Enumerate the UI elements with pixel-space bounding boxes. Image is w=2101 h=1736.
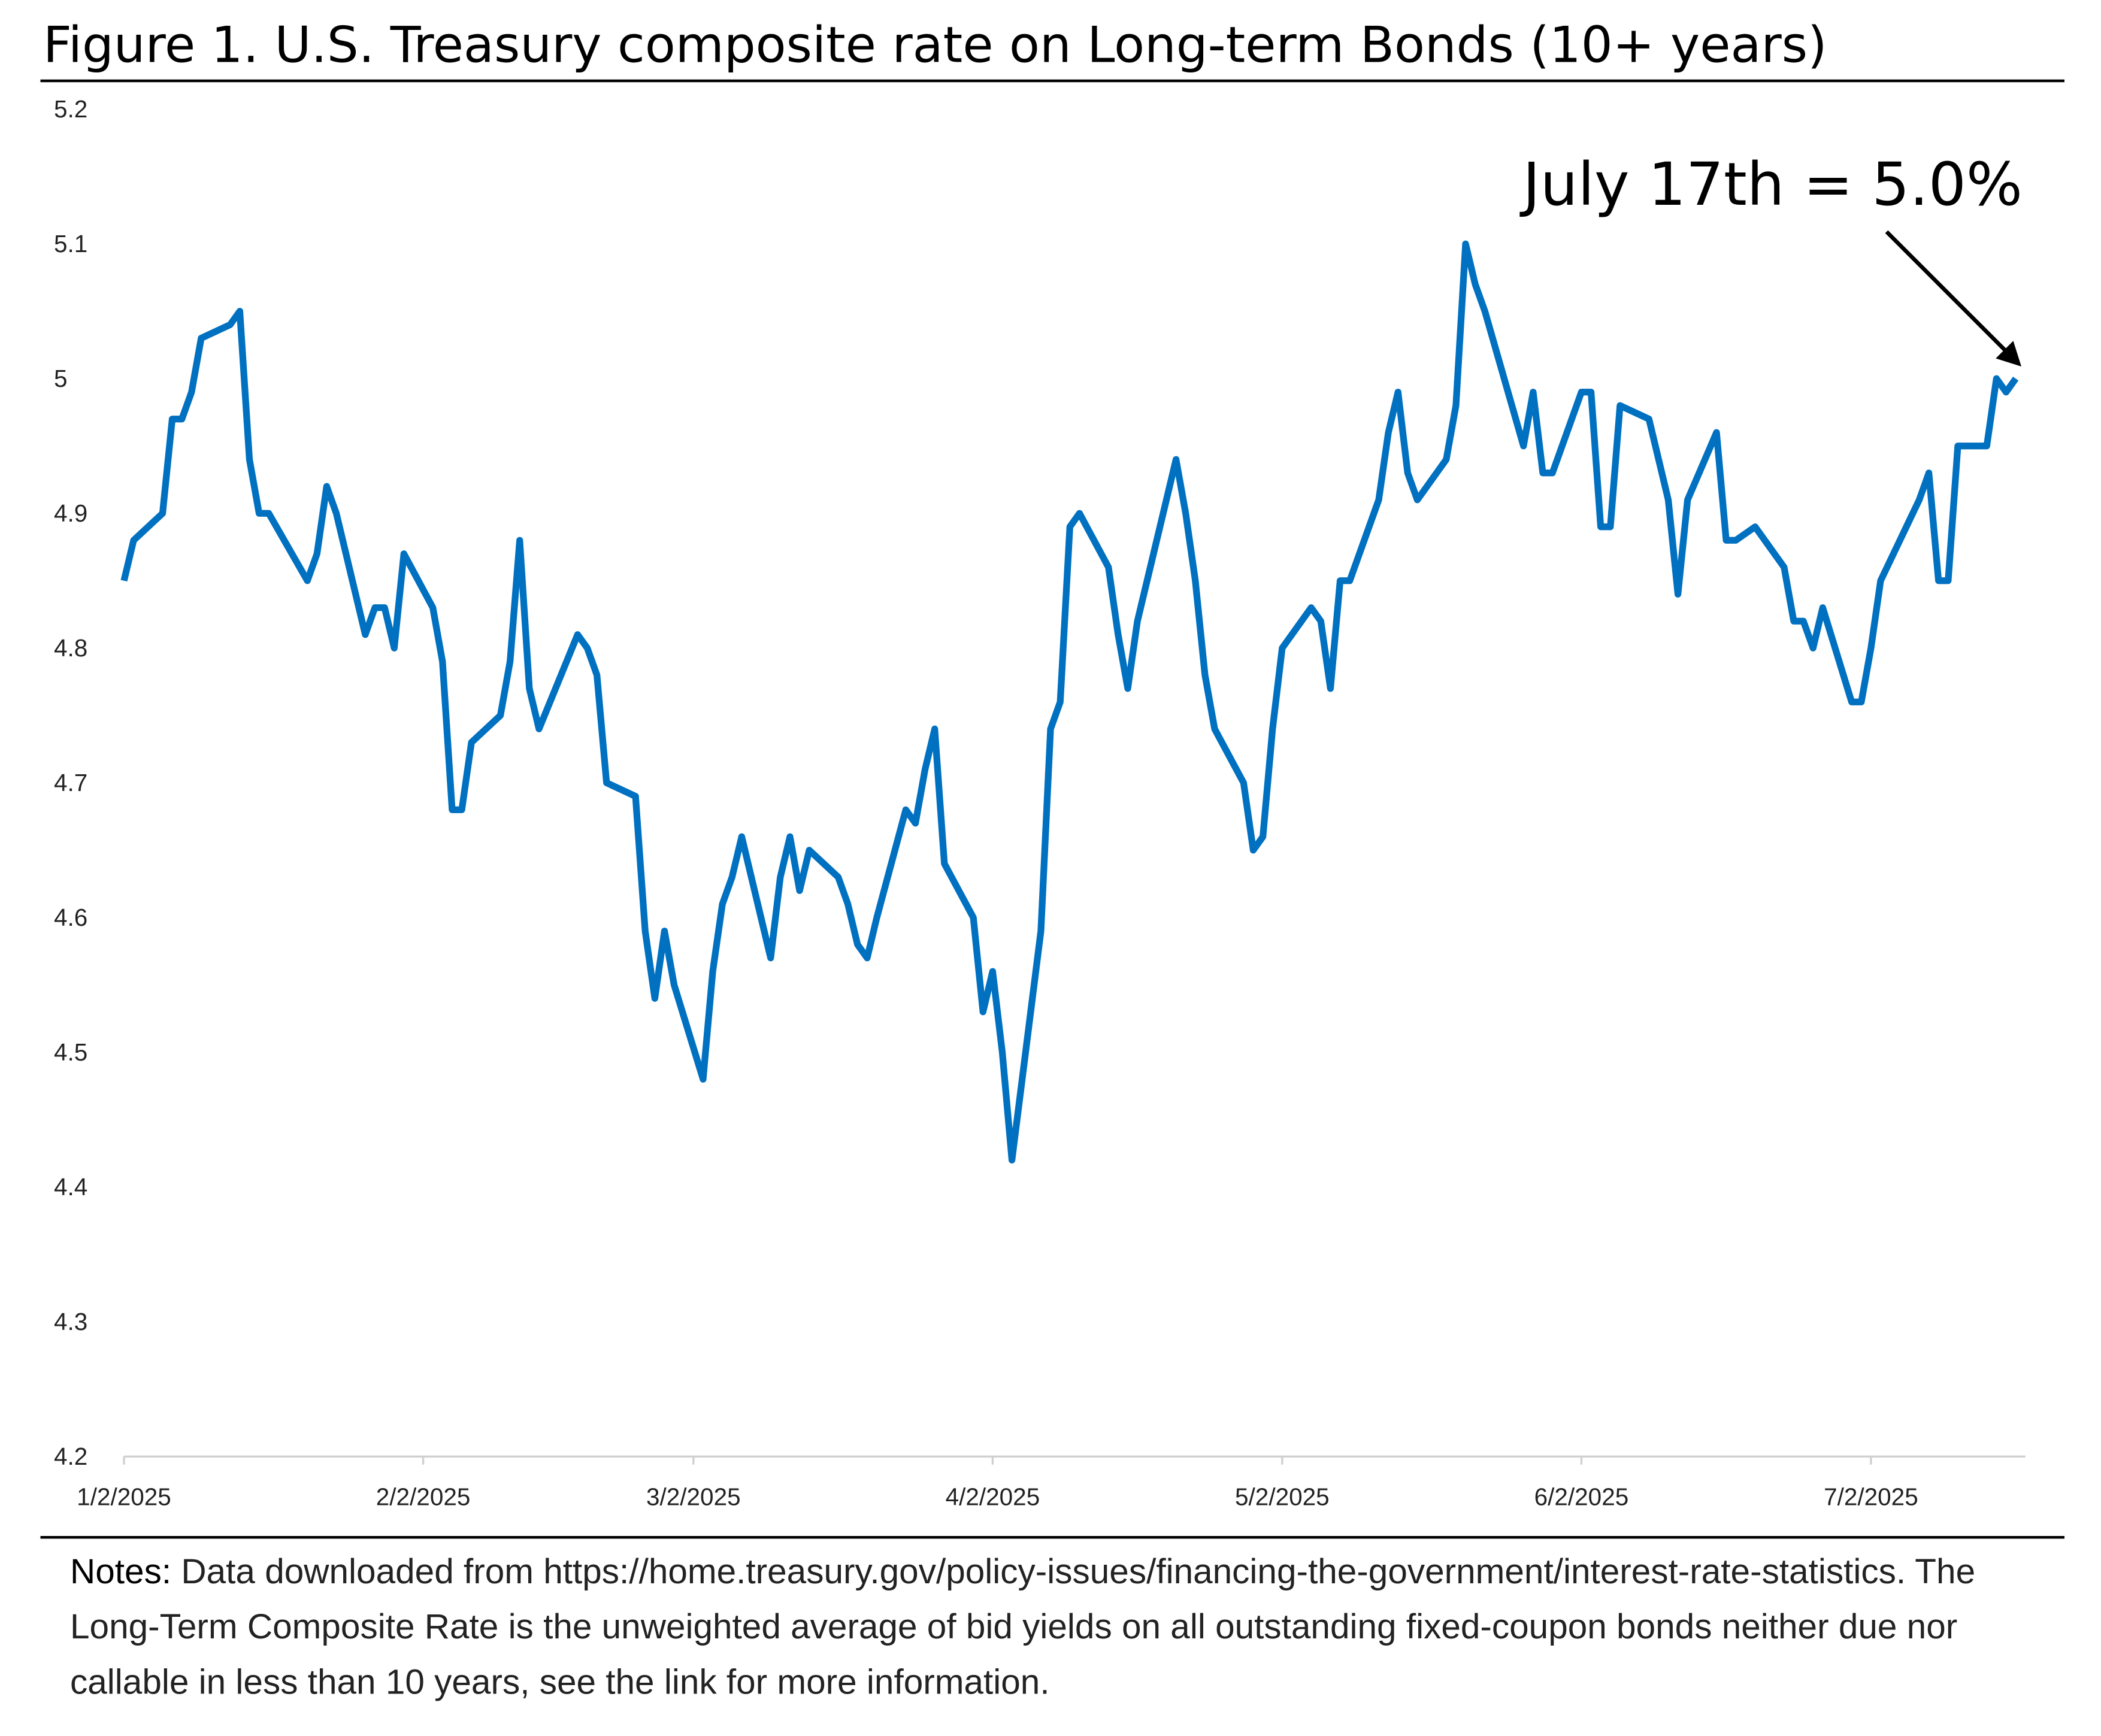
x-tick-label: 1/2/2025 [77, 1483, 171, 1510]
series-line [120, 240, 2019, 1164]
y-tick-label: 4.7 [54, 769, 87, 796]
x-tick-label: 7/2/2025 [1824, 1483, 1918, 1510]
arrow-head [1996, 341, 2021, 366]
y-tick-label: 5.1 [54, 230, 87, 257]
y-tick-label: 4.9 [54, 499, 87, 527]
notes: Notes: Data downloaded from https://home… [70, 1544, 2038, 1710]
y-tick-label: 4.6 [54, 904, 87, 931]
y-tick-label: 4.4 [54, 1173, 87, 1201]
notes-text: Data downloaded from https://home.treasu… [70, 1550, 1976, 1702]
x-tick-label: 6/2/2025 [1534, 1483, 1629, 1510]
y-tick-label: 5 [54, 365, 68, 392]
chart-title: Figure 1. U.S. Treasury composite rate o… [43, 16, 1827, 74]
x-tick-label: 3/2/2025 [646, 1483, 741, 1510]
notes-label: Notes: [70, 1550, 172, 1592]
x-tick-label: 5/2/2025 [1235, 1483, 1330, 1510]
annotation-arrow [1885, 230, 2009, 355]
x-tick-label: 2/2/2025 [376, 1483, 471, 1510]
y-tick-label: 4.5 [54, 1038, 87, 1066]
y-tick-label: 5.2 [54, 95, 87, 123]
y-tick-label: 4.3 [54, 1308, 87, 1335]
plot: 4.2 4.3 4.4 4.5 4.6 4.7 4.8 4.9 5 5.1 5.2 1/2/2025 2… [54, 95, 2026, 1510]
annotation: July 17th = 5.0% [1519, 150, 2023, 219]
x-tick-label: 4/2/2025 [946, 1483, 1040, 1510]
y-tick-label: 4.2 [54, 1443, 87, 1470]
y-tick-label: 4.8 [54, 634, 87, 662]
